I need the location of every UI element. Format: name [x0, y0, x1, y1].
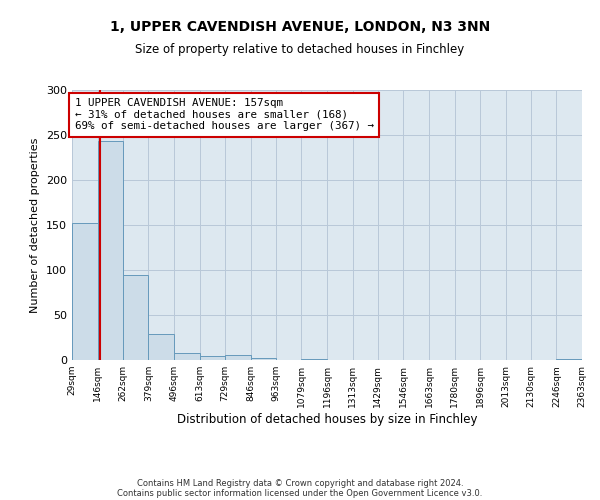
Text: 1, UPPER CAVENDISH AVENUE, LONDON, N3 3NN: 1, UPPER CAVENDISH AVENUE, LONDON, N3 3N…: [110, 20, 490, 34]
Text: 1 UPPER CAVENDISH AVENUE: 157sqm
← 31% of detached houses are smaller (168)
69% : 1 UPPER CAVENDISH AVENUE: 157sqm ← 31% o…: [74, 98, 374, 132]
Text: Contains HM Land Registry data © Crown copyright and database right 2024.: Contains HM Land Registry data © Crown c…: [137, 478, 463, 488]
Text: Contains public sector information licensed under the Open Government Licence v3: Contains public sector information licen…: [118, 488, 482, 498]
Bar: [123, 274, 148, 360]
Bar: [174, 353, 200, 360]
Bar: [556, 359, 582, 360]
Bar: [72, 223, 98, 360]
Text: Size of property relative to detached houses in Finchley: Size of property relative to detached ho…: [136, 42, 464, 56]
Bar: [225, 354, 251, 360]
Bar: [98, 142, 123, 360]
Bar: [148, 334, 174, 360]
Y-axis label: Number of detached properties: Number of detached properties: [31, 138, 40, 312]
X-axis label: Distribution of detached houses by size in Finchley: Distribution of detached houses by size …: [177, 412, 477, 426]
Bar: [301, 359, 327, 360]
Bar: [200, 356, 225, 360]
Bar: [251, 358, 276, 360]
